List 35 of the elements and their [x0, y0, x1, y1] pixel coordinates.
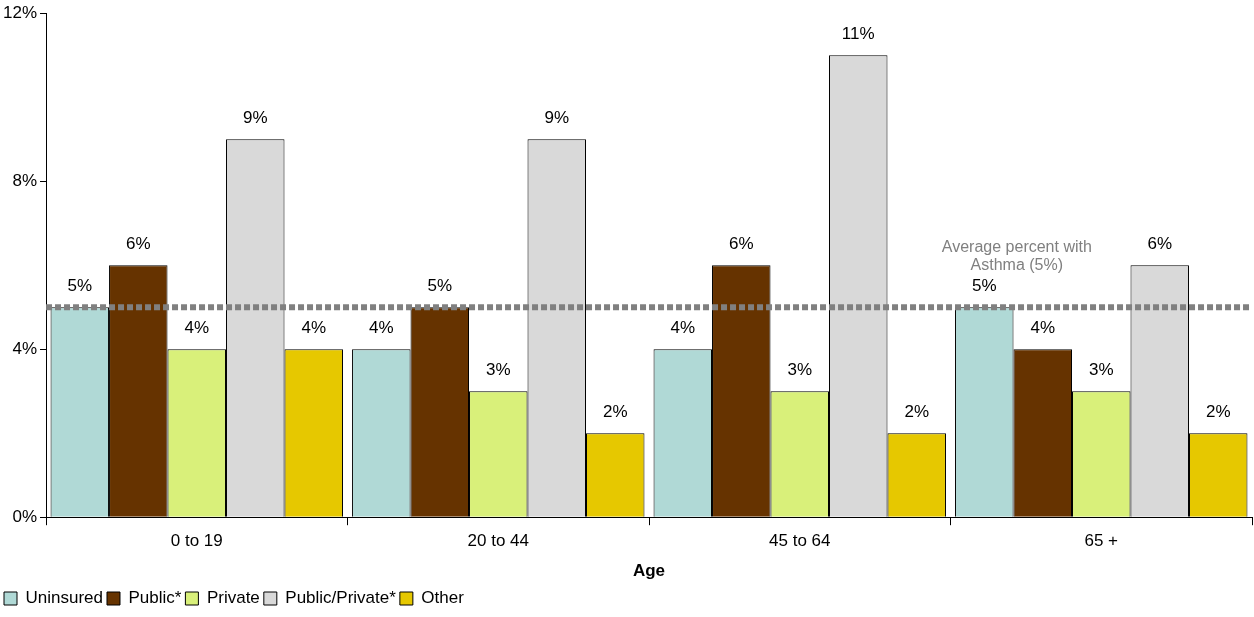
data-label: 6%: [125, 234, 151, 254]
data-label: 2%: [904, 402, 930, 422]
data-label: 4%: [369, 318, 394, 338]
data-label: 3%: [485, 360, 511, 380]
data-label: 4%: [670, 318, 696, 338]
data-label: 4%: [184, 318, 210, 338]
x-tick-label: 45 to 64: [769, 531, 831, 551]
data-label: 6%: [1147, 234, 1173, 254]
data-label: 4%: [1030, 318, 1056, 338]
x-axis-title: Age: [632, 561, 666, 581]
x-tick-label: 65 +: [1084, 531, 1119, 551]
data-label: 6%: [728, 234, 754, 254]
data-label: 11%: [841, 24, 875, 44]
x-tick-label: 0 to 19: [170, 531, 223, 551]
y-tick-label: 8%: [12, 170, 38, 190]
x-tick-label: 20 to 44: [467, 531, 529, 551]
data-label: 2%: [1205, 402, 1231, 422]
data-label: 2%: [602, 402, 628, 422]
data-label: 5%: [427, 276, 453, 296]
y-tick-label: 0%: [12, 506, 38, 526]
data-label: 4%: [301, 318, 327, 338]
data-label: 5%: [971, 276, 997, 296]
legend-label: Uninsured: [25, 588, 103, 608]
legend-label: Private: [206, 588, 260, 608]
y-tick-label: 4%: [12, 338, 38, 358]
data-label: 3%: [1088, 360, 1114, 380]
ref-line-label: Average percent with Asthma (5%): [941, 237, 1092, 273]
data-label: 9%: [544, 108, 570, 128]
y-tick-label: 12%: [2, 2, 38, 22]
legend-label: Public*: [128, 588, 182, 608]
data-label: 5%: [67, 276, 93, 296]
legend-label: Public/Private*: [285, 588, 397, 608]
legend-label: Other: [421, 588, 465, 608]
data-label: 3%: [787, 360, 813, 380]
data-label: 9%: [242, 108, 268, 128]
